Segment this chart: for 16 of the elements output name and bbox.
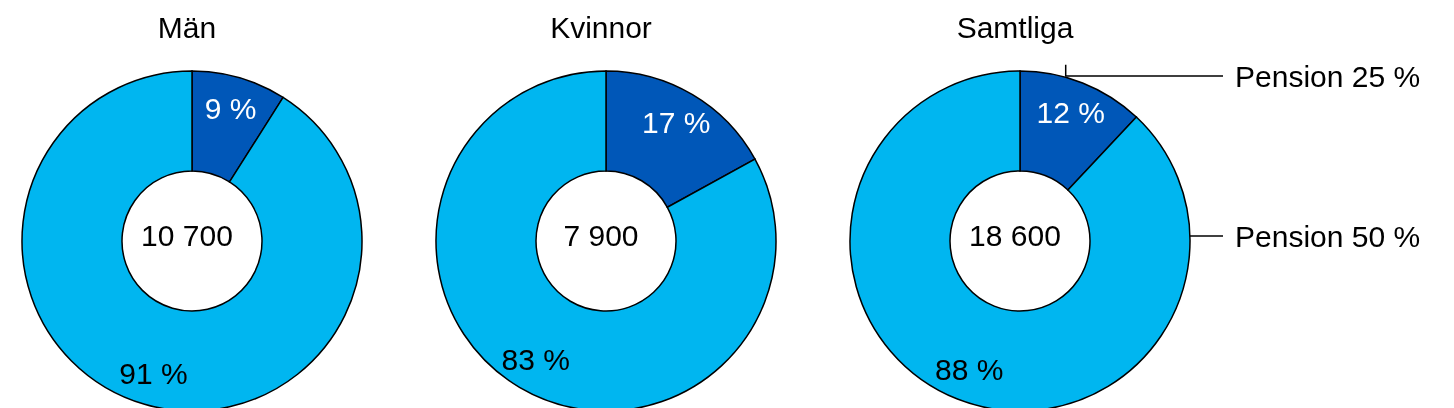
data-label: 9 % [204, 91, 257, 125]
donut-slice [21, 70, 363, 408]
text: 10 700 [140, 218, 234, 254]
data-label: 17 % [642, 105, 711, 139]
chart-title: Män [156, 10, 218, 46]
data-label: 91 % [119, 357, 188, 391]
chart-title: Kvinnor [549, 10, 653, 46]
chart-title: Samtliga [955, 10, 1075, 46]
text: 7 900 [562, 218, 640, 254]
data-label: 83 % [501, 343, 570, 377]
data-label: 12 % [1036, 96, 1105, 130]
data-label: 88 % [935, 352, 1004, 386]
text: 18 600 [968, 218, 1062, 254]
slice-label: Pension 25 % [1235, 59, 1421, 93]
slice-label: Pension 50 % [1235, 219, 1421, 253]
donut-slice [435, 70, 777, 408]
